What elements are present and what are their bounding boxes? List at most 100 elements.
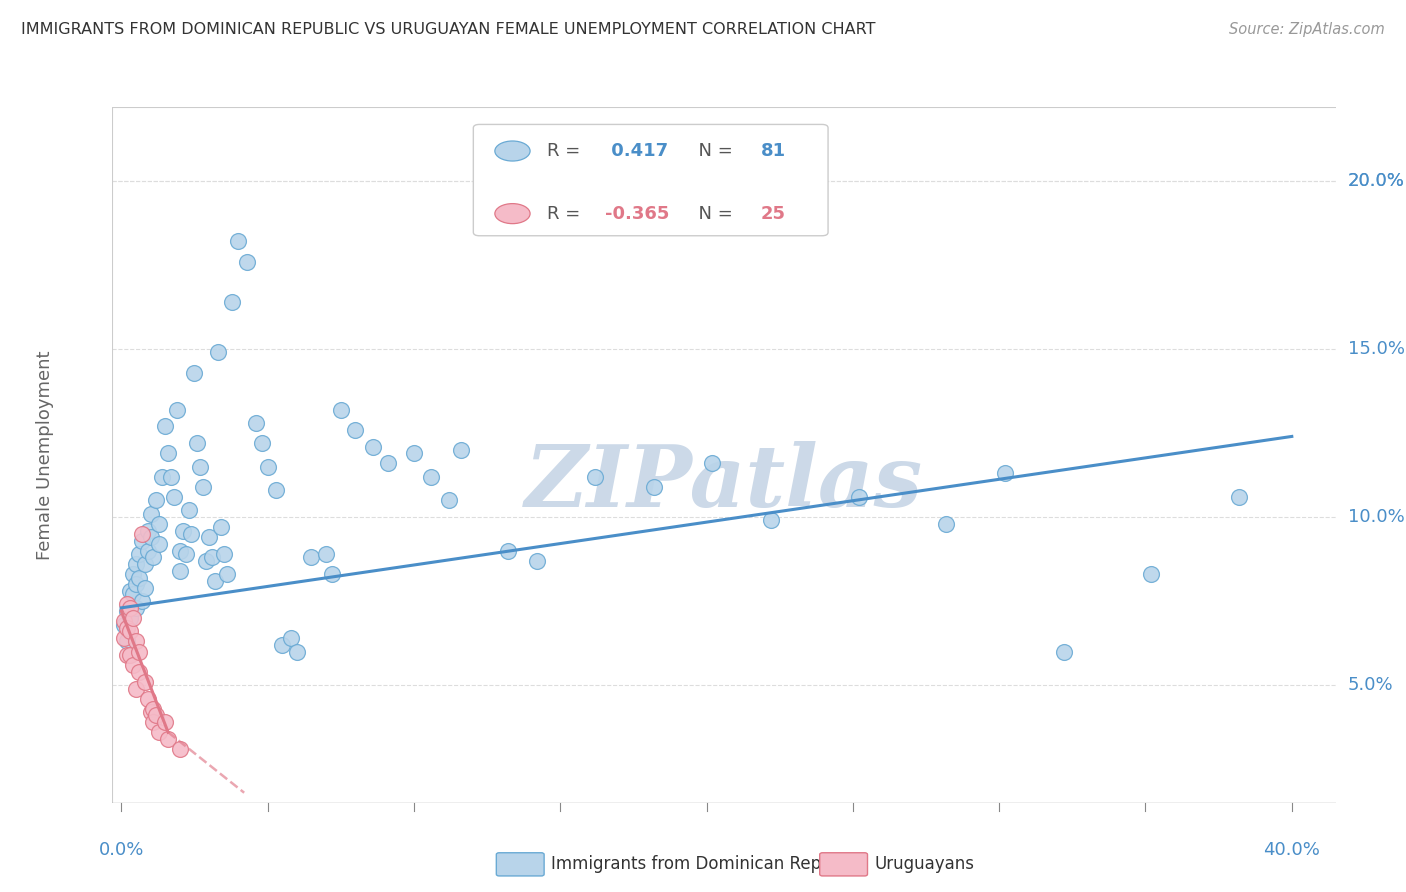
Point bbox=[166, 402, 188, 417]
Point bbox=[148, 537, 170, 551]
Text: 20.0%: 20.0% bbox=[1348, 172, 1405, 190]
Circle shape bbox=[495, 203, 530, 224]
Point bbox=[643, 480, 665, 494]
Point bbox=[1052, 644, 1074, 658]
Point bbox=[226, 235, 249, 249]
Text: 5.0%: 5.0% bbox=[1348, 676, 1393, 694]
Point bbox=[142, 550, 165, 565]
Point bbox=[115, 604, 138, 618]
Point bbox=[125, 634, 148, 648]
Point bbox=[935, 516, 957, 531]
Point bbox=[115, 598, 138, 612]
Text: 81: 81 bbox=[761, 142, 786, 160]
Point bbox=[128, 665, 150, 679]
Point bbox=[344, 423, 367, 437]
Point bbox=[204, 574, 226, 588]
Point bbox=[450, 442, 472, 457]
Point bbox=[136, 543, 159, 558]
Point bbox=[122, 658, 145, 673]
Point bbox=[221, 295, 243, 310]
Point bbox=[209, 520, 232, 534]
Point bbox=[122, 587, 145, 601]
Text: 20.0%: 20.0% bbox=[1348, 172, 1405, 190]
Point bbox=[139, 530, 162, 544]
Point bbox=[139, 705, 162, 719]
Text: 10.0%: 10.0% bbox=[1348, 508, 1405, 526]
Text: 40.0%: 40.0% bbox=[1264, 841, 1320, 859]
Point bbox=[125, 600, 148, 615]
Point bbox=[148, 725, 170, 739]
Point bbox=[142, 701, 165, 715]
Point bbox=[122, 567, 145, 582]
Text: R =: R = bbox=[547, 142, 586, 160]
Text: 15.0%: 15.0% bbox=[1348, 340, 1405, 358]
Point bbox=[128, 644, 150, 658]
Point bbox=[848, 490, 870, 504]
Point bbox=[212, 547, 235, 561]
Point bbox=[215, 567, 238, 582]
Point bbox=[420, 469, 443, 483]
Text: ZIPatlas: ZIPatlas bbox=[524, 441, 924, 524]
Point bbox=[315, 547, 337, 561]
Text: 25: 25 bbox=[761, 204, 786, 223]
Point bbox=[301, 550, 323, 565]
Point bbox=[112, 617, 135, 632]
Point bbox=[207, 345, 229, 359]
Point bbox=[131, 527, 153, 541]
Point bbox=[526, 554, 548, 568]
Point bbox=[271, 638, 294, 652]
Point bbox=[183, 366, 205, 380]
Circle shape bbox=[495, 141, 530, 161]
Point bbox=[163, 490, 186, 504]
Point bbox=[131, 594, 153, 608]
Point bbox=[153, 715, 176, 730]
Point bbox=[145, 708, 167, 723]
Point bbox=[136, 691, 159, 706]
Point bbox=[266, 483, 288, 498]
Point bbox=[177, 503, 200, 517]
Point bbox=[157, 446, 180, 460]
Point bbox=[321, 567, 343, 582]
Point bbox=[131, 533, 153, 548]
Point bbox=[702, 456, 724, 470]
Point bbox=[125, 557, 148, 571]
Point bbox=[112, 631, 135, 645]
Text: Uruguayans: Uruguayans bbox=[875, 855, 974, 873]
Point bbox=[157, 731, 180, 746]
Text: Source: ZipAtlas.com: Source: ZipAtlas.com bbox=[1229, 22, 1385, 37]
Point bbox=[118, 648, 141, 662]
Point bbox=[437, 493, 460, 508]
Point bbox=[136, 524, 159, 538]
Point bbox=[994, 467, 1017, 481]
Text: 0.417: 0.417 bbox=[606, 142, 669, 160]
Text: R =: R = bbox=[547, 204, 586, 223]
Point bbox=[377, 456, 399, 470]
Point bbox=[186, 436, 208, 450]
Point bbox=[329, 402, 352, 417]
Point bbox=[583, 469, 606, 483]
Point bbox=[153, 419, 176, 434]
Point bbox=[256, 459, 278, 474]
Point bbox=[180, 527, 202, 541]
Point bbox=[169, 543, 191, 558]
Point bbox=[201, 550, 224, 565]
Point bbox=[193, 480, 215, 494]
Text: Immigrants from Dominican Republic: Immigrants from Dominican Republic bbox=[551, 855, 860, 873]
Point bbox=[125, 681, 148, 696]
Point bbox=[118, 611, 141, 625]
Point bbox=[150, 469, 173, 483]
Point bbox=[160, 469, 183, 483]
Point bbox=[188, 459, 211, 474]
FancyBboxPatch shape bbox=[474, 124, 828, 235]
Point bbox=[759, 513, 782, 527]
Point bbox=[118, 584, 141, 599]
Point bbox=[198, 530, 221, 544]
Text: Female Unemployment: Female Unemployment bbox=[37, 351, 55, 559]
Text: N =: N = bbox=[688, 142, 740, 160]
Point bbox=[245, 416, 267, 430]
Point bbox=[402, 446, 425, 460]
Point bbox=[250, 436, 273, 450]
Point bbox=[122, 611, 145, 625]
Text: -0.365: -0.365 bbox=[606, 204, 669, 223]
Point bbox=[134, 674, 156, 689]
